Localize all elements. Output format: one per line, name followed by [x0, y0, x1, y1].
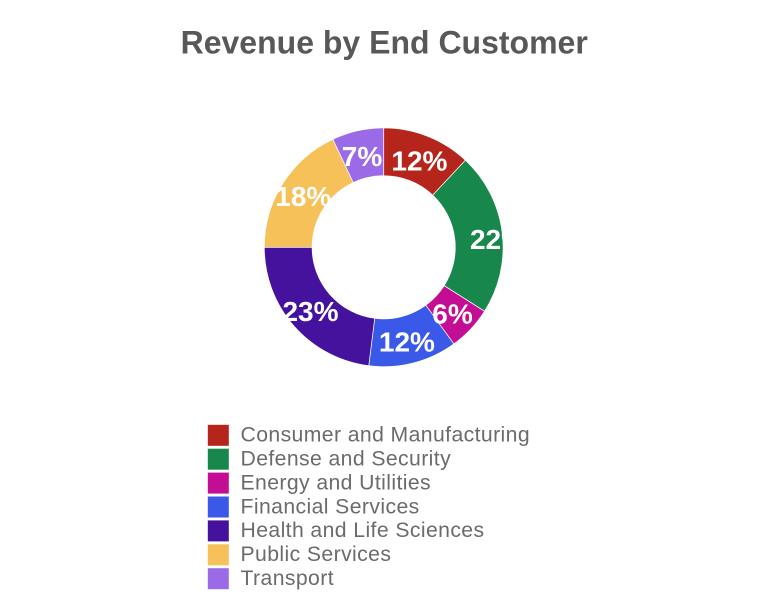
svg-text:12%: 12% [379, 327, 435, 358]
svg-text:12%: 12% [391, 146, 447, 177]
svg-text:Consumer and Manufacturing: Consumer and Manufacturing [241, 424, 531, 447]
svg-text:7%: 7% [342, 141, 383, 172]
svg-text:6%: 6% [432, 299, 473, 330]
svg-text:18%: 18% [275, 181, 331, 212]
svg-text:Revenue by End Customer: Revenue by End Customer [181, 25, 588, 61]
svg-text:Energy and Utilities: Energy and Utilities [241, 471, 432, 494]
svg-text:Defense and Security: Defense and Security [241, 448, 452, 471]
svg-text:Public Services: Public Services [241, 543, 392, 566]
svg-text:23%: 23% [282, 296, 338, 327]
svg-text:22%: 22% [470, 224, 526, 255]
svg-text:Health and Life Sciences: Health and Life Sciences [241, 519, 485, 542]
svg-text:Financial Services: Financial Services [241, 495, 420, 518]
svg-text:Transport: Transport [241, 567, 334, 590]
